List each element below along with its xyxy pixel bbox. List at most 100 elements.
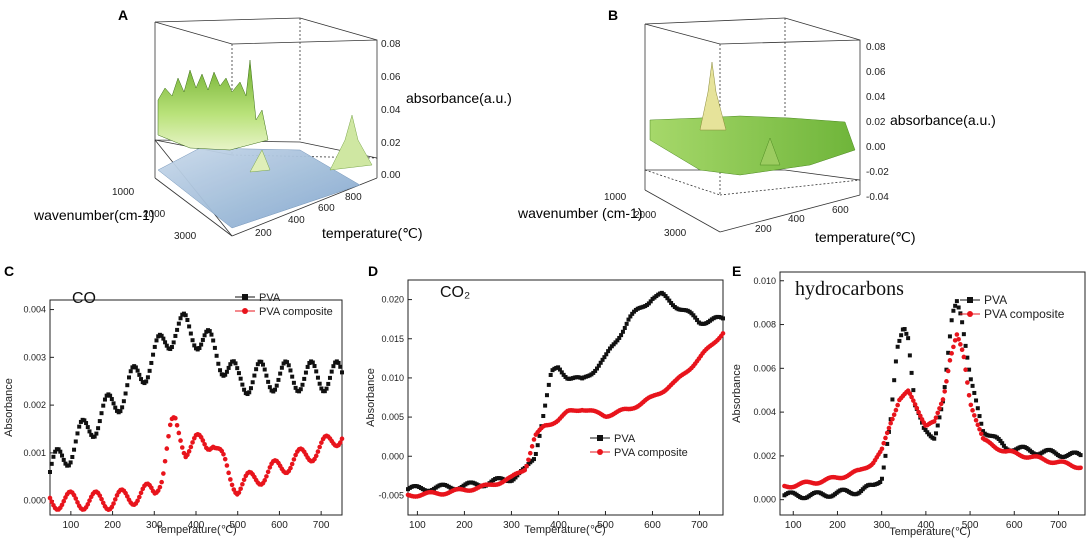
data-point — [200, 337, 205, 342]
data-point — [975, 422, 981, 428]
data-point — [183, 313, 188, 318]
data-point — [932, 436, 937, 441]
data-point — [890, 397, 895, 402]
data-point — [960, 320, 965, 325]
data-point — [173, 415, 178, 421]
panel-c-label: C — [4, 263, 14, 279]
data-point — [665, 296, 670, 301]
data-point — [974, 398, 979, 403]
data-point — [967, 367, 972, 372]
data-point — [619, 333, 624, 338]
data-point — [881, 465, 886, 470]
data-point — [891, 412, 897, 418]
data-point — [96, 426, 101, 431]
data-point — [954, 332, 960, 337]
panel-a-green-surface — [157, 59, 269, 151]
panel-b-ylabel: temperature(℃) — [815, 229, 916, 245]
data-point — [620, 329, 625, 334]
data-point — [300, 382, 305, 387]
data-point — [319, 440, 324, 445]
data-point — [890, 416, 895, 422]
data-point — [85, 502, 91, 507]
panel-a-xlabel: wavenumber(cm-1) — [33, 207, 155, 223]
data-point — [171, 340, 176, 345]
data-point — [977, 414, 982, 419]
legend-label: PVA — [259, 292, 281, 304]
y-tick-label: 0.000 — [381, 451, 404, 461]
data-point — [312, 364, 317, 369]
panel-b-ztick: -0.02 — [866, 167, 889, 178]
data-point — [529, 444, 535, 449]
panel-a-blue-floor — [157, 147, 361, 229]
data-point — [291, 380, 296, 385]
data-point — [911, 388, 916, 393]
data-point — [881, 440, 887, 446]
data-point — [892, 378, 897, 383]
data-point — [161, 471, 166, 476]
data-point — [937, 406, 942, 411]
data-point — [548, 372, 553, 377]
data-point — [174, 422, 180, 428]
data-point — [532, 457, 536, 462]
data-point — [264, 474, 269, 479]
data-point — [144, 379, 149, 384]
data-point — [326, 381, 331, 386]
data-point — [912, 402, 918, 407]
data-point — [236, 490, 242, 495]
plot-frame — [49, 299, 343, 516]
panel-a-ytick: 200 — [255, 228, 272, 239]
data-point — [66, 463, 71, 468]
panel-b-zlabel: absorbance(a.u.) — [890, 112, 996, 128]
panel-a-ztick: 0.00 — [381, 170, 401, 181]
data-point — [70, 454, 75, 459]
data-point — [252, 373, 257, 378]
data-point — [595, 366, 599, 371]
data-point — [179, 445, 185, 450]
data-point — [121, 399, 126, 404]
panel-b-xtick: 3000 — [664, 228, 687, 239]
data-point — [87, 498, 92, 503]
data-point — [238, 376, 243, 381]
data-point — [267, 385, 272, 390]
data-point — [78, 419, 83, 424]
data-point — [185, 318, 190, 323]
y-tick-label: 0.001 — [23, 448, 46, 458]
data-point — [878, 480, 883, 485]
panel-b-ytick: 200 — [755, 224, 772, 235]
data-point — [209, 332, 214, 337]
data-point — [259, 359, 264, 364]
y-tick-label: 0.000 — [23, 496, 46, 506]
data-point — [139, 377, 144, 382]
panel-c-plot: 100 200 300 400 500 600 700 0.000 0.001 0.002 0.00… — [3, 290, 345, 536]
series-pva — [782, 299, 1083, 501]
data-point — [222, 456, 228, 462]
data-point — [963, 343, 968, 348]
y-axis-label: Absorbance — [731, 364, 743, 423]
x-tick-label: 200 — [829, 520, 846, 531]
data-point — [886, 425, 892, 431]
data-point — [56, 447, 61, 452]
data-point — [166, 433, 171, 439]
x-tick-label: 500 — [962, 520, 979, 531]
data-point — [535, 443, 540, 448]
panel-b-surface — [649, 115, 856, 176]
x-axis-label: Temperature(℃) — [524, 524, 605, 536]
data-point — [972, 413, 977, 418]
panel-b-xtick: 2000 — [634, 210, 657, 221]
data-point — [109, 504, 115, 510]
data-point — [537, 433, 542, 438]
data-point — [331, 364, 336, 369]
data-point — [617, 335, 622, 340]
data-point — [59, 502, 65, 508]
data-point — [188, 331, 193, 336]
data-point — [628, 314, 633, 319]
panel-a-ytick: 400 — [288, 215, 305, 226]
data-point — [199, 342, 204, 347]
data-point — [51, 454, 56, 459]
data-point — [527, 450, 533, 456]
y-tick-label: 0.008 — [753, 320, 776, 330]
data-point — [310, 360, 315, 365]
